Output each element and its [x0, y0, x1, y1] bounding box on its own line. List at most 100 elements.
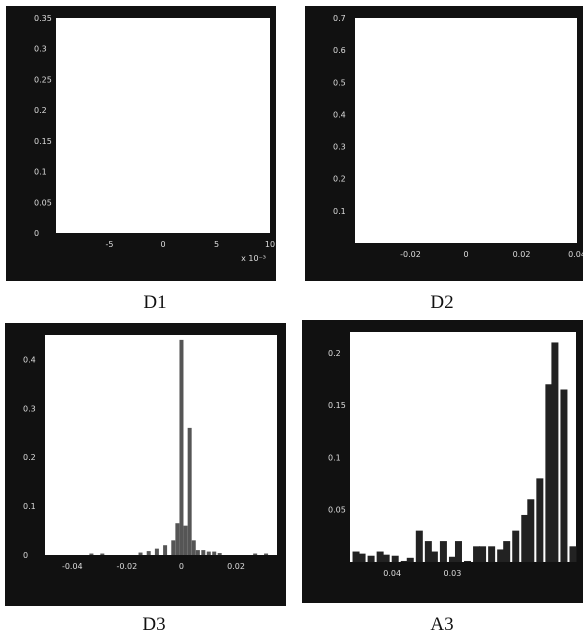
bar-a3-16 — [479, 546, 487, 562]
plot-area-d2 — [355, 18, 577, 243]
x-tick-label-d2-0: -0.02 — [400, 250, 421, 259]
y-tick-label-d1-2: 0.1 — [34, 168, 47, 177]
y-tick-label-d1-5: 0.25 — [34, 75, 52, 84]
bar-a3-8 — [415, 530, 423, 562]
x-tick-label-d2-1: 0 — [463, 250, 468, 259]
bar-a3-23 — [536, 478, 544, 562]
bar-d3-6 — [171, 540, 176, 555]
histogram-panel-a3: 0.2 0.15 0.1 0.05 0.04 0.03 — [302, 320, 583, 603]
bar-a3-6 — [400, 560, 408, 562]
histogram-a3: 0.2 0.15 0.1 0.05 0.04 0.03 — [328, 332, 577, 578]
bar-a3-24 — [545, 384, 553, 562]
bar-d3-2 — [138, 552, 143, 555]
bar-d3-8 — [179, 339, 184, 555]
bar-d3-5 — [163, 545, 168, 555]
plot-area-d1 — [56, 18, 270, 233]
bar-a3-3 — [376, 551, 384, 562]
x-tick-label-d3-0: -0.04 — [62, 562, 83, 571]
caption-d1: D1 — [143, 292, 167, 313]
histogram-panel-d1: 0 0.05 0.1 0.15 0.2 0.25 0.3 0.35 -5 0 5 10 x 10⁻³ — [6, 6, 276, 281]
y-tick-label-d2-1: 0.6 — [333, 46, 346, 55]
y-tick-label-d2-4: 0.3 — [333, 143, 346, 152]
bar-d3-12 — [195, 550, 200, 555]
x-tick-label-d3-3: 0.02 — [227, 562, 245, 571]
bar-d3-11 — [191, 540, 196, 555]
histogram-d3: 0 0.1 0.2 0.3 0.4 -0.04 -0.02 0 0.02 — [23, 335, 277, 571]
bar-d3-4 — [154, 548, 159, 555]
bar-a3-11 — [439, 541, 447, 562]
x-tick-label-d2-2: 0.02 — [513, 250, 531, 259]
x-tick-label-d1-2: 5 — [214, 240, 219, 249]
y-tick-label-d1-3: 0.15 — [34, 137, 52, 146]
bar-a3-5 — [391, 555, 399, 562]
y-tick-label-d1-0: 0 — [34, 229, 39, 238]
x-tick-label-d1-3: 10 — [265, 240, 275, 249]
caption-d3: D3 — [142, 614, 166, 635]
bar-a3-7 — [406, 557, 414, 562]
y-tick-label-a3-2: 0.1 — [328, 453, 341, 462]
bar-a3-0 — [352, 551, 360, 562]
bar-a3-21 — [521, 514, 529, 562]
bar-a3-1 — [358, 553, 366, 562]
bar-a3-9 — [424, 541, 432, 562]
y-tick-label-a3-3: 0.05 — [328, 506, 346, 515]
bar-d3-0 — [89, 553, 94, 555]
x-tick-label-d3-2: 0 — [179, 562, 184, 571]
bar-a3-17 — [488, 546, 496, 562]
caption-d2: D2 — [430, 292, 454, 313]
histogram-panel-d2: 0.7 0.6 0.5 0.4 0.3 0.2 0.1 -0.02 0 0.02 0.04 — [305, 6, 583, 281]
bar-a3-20 — [512, 530, 520, 562]
y-tick-label-d2-6: 0.1 — [333, 207, 346, 216]
histogram-panel-d3: 0 0.1 0.2 0.3 0.4 -0.04 -0.02 0 0.02 — [5, 323, 286, 606]
bar-a3-15 — [473, 546, 481, 562]
bar-a3-14 — [464, 560, 472, 562]
y-tick-label-d3-1: 0.1 — [23, 502, 36, 511]
y-tick-label-d1-4: 0.2 — [34, 106, 47, 115]
bar-a3-25 — [551, 342, 559, 562]
histogram-d1: 0 0.05 0.1 0.15 0.2 0.25 0.3 0.35 -5 0 5 10 x 10⁻³ — [34, 14, 275, 263]
bar-a3-13 — [454, 541, 462, 562]
bar-a3-4 — [382, 554, 390, 562]
y-tick-label-d1-6: 0.3 — [34, 45, 47, 54]
x-tick-label-d3-1: -0.02 — [117, 562, 138, 571]
y-tick-label-d3-2: 0.2 — [23, 453, 36, 462]
bar-d3-18 — [264, 553, 269, 555]
y-tick-label-d1-7: 0.35 — [34, 14, 52, 23]
x-multiplier-d1: x 10⁻³ — [241, 254, 266, 263]
y-tick-label-d1-1: 0.05 — [34, 198, 52, 207]
x-tick-label-d1-0: -5 — [106, 240, 114, 249]
bar-d3-10 — [187, 427, 192, 555]
x-tick-label-d1-1: 0 — [160, 240, 165, 249]
bar-d3-17 — [253, 553, 258, 555]
bar-a3-18 — [497, 549, 505, 562]
bar-a3-19 — [503, 541, 511, 562]
x-tick-label-a3-1: 0.03 — [444, 569, 462, 578]
bar-a3-2 — [367, 555, 375, 562]
bar-a3-26 — [560, 389, 568, 562]
x-tick-label-d2-3: 0.04 — [568, 250, 583, 259]
bar-a3-12 — [448, 556, 456, 562]
bar-d3-14 — [206, 551, 211, 555]
y-tick-label-d2-2: 0.5 — [333, 78, 346, 87]
bar-d3-3 — [146, 551, 151, 555]
y-tick-label-d3-4: 0.4 — [23, 355, 36, 364]
bar-d3-13 — [201, 550, 206, 555]
caption-a3: A3 — [430, 614, 454, 635]
histogram-d2: 0.7 0.6 0.5 0.4 0.3 0.2 0.1 -0.02 0 0.02 0.04 — [333, 14, 583, 259]
bar-d3-1 — [100, 553, 105, 555]
y-tick-label-d3-3: 0.3 — [23, 404, 36, 413]
y-tick-label-d3-0: 0 — [23, 551, 28, 560]
bar-a3-22 — [527, 499, 535, 562]
y-tick-label-d2-3: 0.4 — [333, 110, 346, 119]
bar-a3-27 — [569, 546, 577, 562]
plot-area-d3 — [45, 335, 277, 555]
bar-d3-9 — [183, 525, 188, 555]
bar-d3-7 — [175, 523, 180, 555]
bar-d3-16 — [217, 553, 222, 555]
bar-a3-10 — [430, 551, 438, 562]
y-tick-label-a3-0: 0.2 — [328, 349, 341, 358]
y-tick-label-d2-0: 0.7 — [333, 14, 346, 23]
y-tick-label-a3-1: 0.15 — [328, 401, 346, 410]
y-tick-label-d2-5: 0.2 — [333, 175, 346, 184]
x-tick-label-a3-0: 0.04 — [383, 569, 401, 578]
